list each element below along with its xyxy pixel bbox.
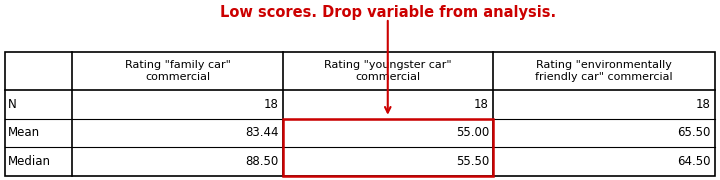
Bar xyxy=(283,119,493,176)
Text: Rating "environmentally
friendly car" commercial: Rating "environmentally friendly car" co… xyxy=(535,60,672,82)
Text: 18: 18 xyxy=(474,98,489,111)
Text: Mean: Mean xyxy=(8,127,40,140)
Text: 18: 18 xyxy=(696,98,711,111)
Bar xyxy=(5,52,715,176)
Text: 83.44: 83.44 xyxy=(245,127,279,140)
Text: Rating "family car"
commercial: Rating "family car" commercial xyxy=(125,60,230,82)
Text: N: N xyxy=(8,98,17,111)
Text: 55.00: 55.00 xyxy=(456,127,489,140)
Text: 65.50: 65.50 xyxy=(678,127,711,140)
Text: Rating "youngster car"
commercial: Rating "youngster car" commercial xyxy=(324,60,451,82)
Text: 18: 18 xyxy=(264,98,279,111)
Text: Low scores. Drop variable from analysis.: Low scores. Drop variable from analysis. xyxy=(220,5,556,20)
Text: Median: Median xyxy=(8,155,51,168)
Text: 55.50: 55.50 xyxy=(456,155,489,168)
Text: 64.50: 64.50 xyxy=(678,155,711,168)
Text: 88.50: 88.50 xyxy=(246,155,279,168)
